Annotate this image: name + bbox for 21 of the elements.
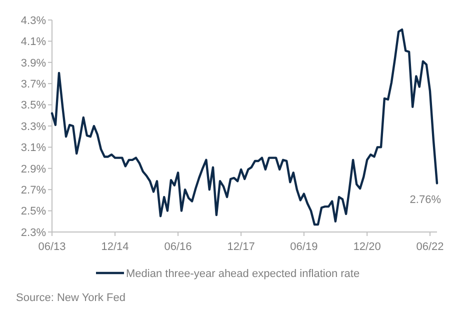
source-note: Source: New York Fed — [16, 292, 126, 304]
y-tick-label: 4.3% — [20, 14, 46, 27]
x-tick-label: 06/22 — [416, 241, 444, 253]
y-tick-label: 3.5% — [20, 100, 46, 112]
x-tick-label: 06/16 — [164, 241, 192, 253]
x-tick-label: 12/17 — [227, 241, 255, 253]
y-tick-label: 2.7% — [20, 184, 46, 196]
x-tick-label: 06/13 — [38, 241, 66, 253]
y-tick-label: 3.1% — [20, 142, 46, 154]
x-tick-label: 12/14 — [101, 241, 129, 253]
y-tick-label: 3.7% — [20, 78, 46, 90]
y-tick-label: 3.9% — [20, 57, 46, 70]
x-tick-label: 12/20 — [353, 241, 381, 253]
annotation: 2.76% — [410, 194, 442, 206]
legend-label: Median three-year ahead expected inflation rate — [126, 268, 360, 280]
y-tick-label: 4.1% — [20, 36, 46, 48]
y-tick-label: 3.3% — [20, 120, 46, 133]
y-tick-label: 2.3% — [20, 226, 46, 239]
x-tick-label: 06/19 — [290, 241, 318, 253]
y-tick-label: 2.5% — [20, 206, 46, 218]
y-tick-label: 2.9% — [20, 163, 46, 176]
